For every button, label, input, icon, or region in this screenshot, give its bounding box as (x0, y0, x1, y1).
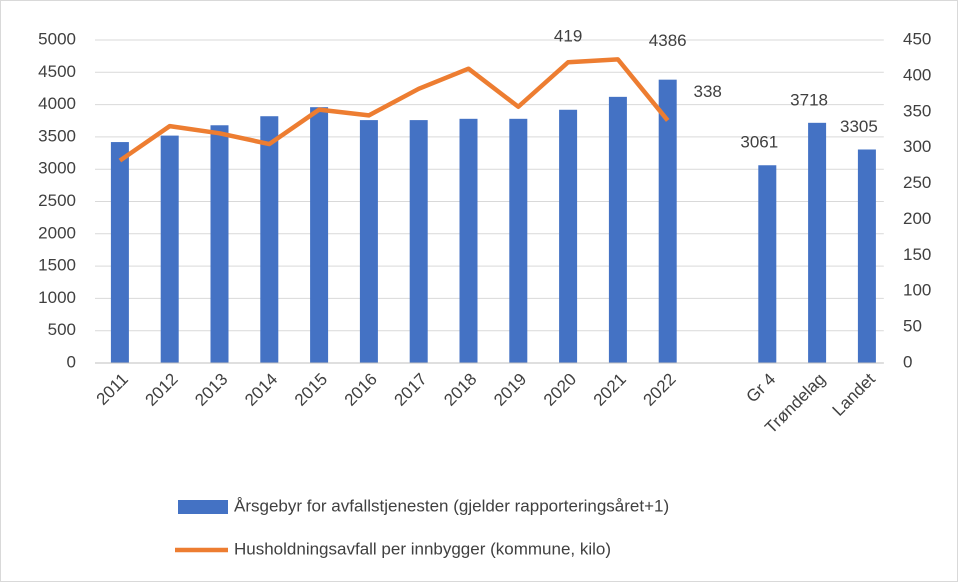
bar (359, 120, 378, 363)
y2-tick-label: 450 (903, 29, 931, 48)
y-tick-label: 1000 (38, 288, 76, 307)
y2-tick-label: 50 (903, 317, 922, 336)
bar (559, 109, 578, 363)
y2-tick-label: 100 (903, 281, 931, 300)
bar (808, 122, 827, 363)
y-tick-label: 2000 (38, 223, 76, 242)
line (118, 57, 670, 163)
bar (509, 118, 528, 363)
legend-label: Årsgebyr for avfallstjenesten (gjelder r… (234, 496, 669, 515)
y2-tick-label: 400 (903, 65, 931, 84)
bar (110, 142, 129, 363)
y-tick-label: 4000 (38, 94, 76, 113)
y2-tick-label: 350 (903, 101, 931, 120)
bar (310, 107, 329, 364)
y-tick-label: 3500 (38, 126, 76, 145)
y-tick-label: 4500 (38, 62, 76, 81)
y2-tick-label: 200 (903, 209, 931, 228)
bar (160, 135, 179, 363)
data-label: 338 (694, 82, 722, 101)
legend-swatch (178, 500, 228, 514)
y-tick-label: 5000 (38, 29, 76, 48)
y2-tick-label: 300 (903, 137, 931, 156)
bar (658, 79, 677, 363)
y-tick-label: 2500 (38, 191, 76, 210)
data-label: 419 (554, 27, 582, 46)
y-tick-label: 3000 (38, 159, 76, 178)
y2-tick-label: 250 (903, 173, 931, 192)
y2-tick-label: 0 (903, 352, 912, 371)
y-tick-label: 0 (67, 352, 76, 371)
bar (260, 116, 279, 363)
data-label: 3718 (790, 90, 828, 109)
data-label: 4386 (649, 31, 687, 50)
bar (608, 96, 627, 364)
bar (459, 118, 478, 363)
bar (409, 120, 428, 363)
bar (758, 165, 777, 363)
y2-tick-label: 150 (903, 245, 931, 264)
data-label: 3061 (740, 133, 778, 152)
y-tick-label: 500 (48, 320, 76, 339)
bar (857, 149, 876, 363)
data-label: 3305 (840, 117, 878, 136)
y-tick-label: 1500 (38, 256, 76, 275)
bar (210, 125, 229, 363)
legend-label: Husholdningsavfall per innbygger (kommun… (234, 539, 611, 558)
